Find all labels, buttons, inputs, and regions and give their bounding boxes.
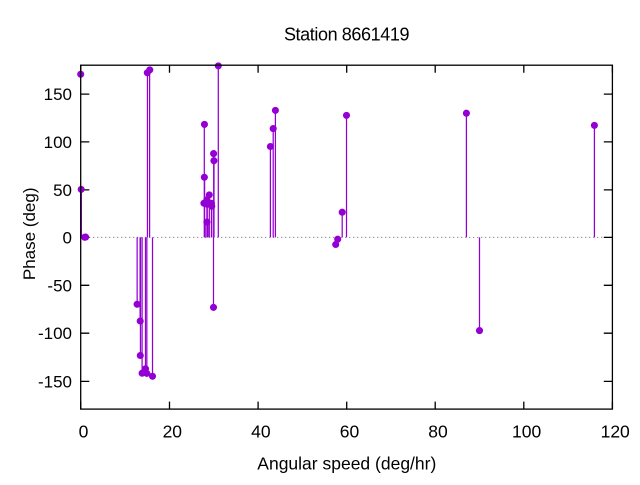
svg-text:20: 20 — [163, 422, 183, 442]
svg-text:Angular speed (deg/hr): Angular speed (deg/hr) — [257, 454, 436, 474]
svg-text:60: 60 — [340, 422, 360, 442]
svg-text:0: 0 — [79, 422, 89, 442]
svg-text:Phase (deg): Phase (deg) — [20, 187, 39, 280]
svg-text:100: 100 — [512, 422, 541, 442]
svg-text:Station 8661419: Station 8661419 — [284, 24, 410, 44]
svg-text:100: 100 — [44, 133, 72, 152]
svg-text:-100: -100 — [38, 324, 72, 343]
svg-text:-50: -50 — [47, 276, 72, 295]
svg-text:120: 120 — [601, 422, 630, 442]
svg-text:-150: -150 — [38, 372, 72, 391]
svg-text:40: 40 — [251, 422, 271, 442]
svg-text:50: 50 — [53, 181, 72, 200]
svg-text:80: 80 — [428, 422, 448, 442]
svg-text:0: 0 — [63, 228, 72, 247]
svg-text:150: 150 — [44, 85, 72, 104]
